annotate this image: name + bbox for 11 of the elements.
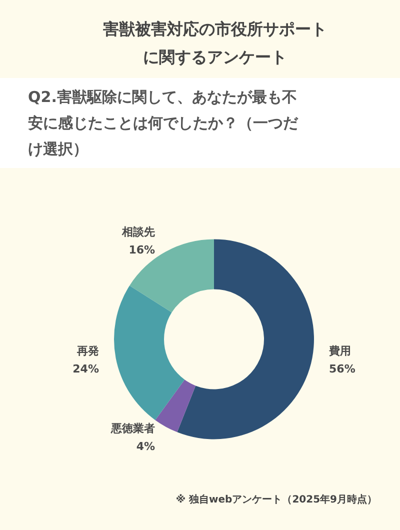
data-label: 56% <box>329 362 356 376</box>
chart-title: 害獣被害対応の市役所サポートに関するアンケート <box>103 20 327 66</box>
data-label: 24% <box>72 362 99 376</box>
data-label: 4% <box>136 440 156 453</box>
slice-label: 悪徳業者 <box>110 422 156 435</box>
slice-label: 相談先 <box>121 226 156 239</box>
text: ※ 独自webアンケート（2025年9月時点） <box>176 494 377 506</box>
chart-subtitle: Q2.害獣駆除に関して、あなたが最も不安に感じたことは何でしたか？（一つだけ選択） <box>28 88 299 158</box>
data-label: 16% <box>128 244 156 257</box>
slice-label: 費用 <box>328 344 352 358</box>
slice-label: 再発 <box>76 344 100 358</box>
